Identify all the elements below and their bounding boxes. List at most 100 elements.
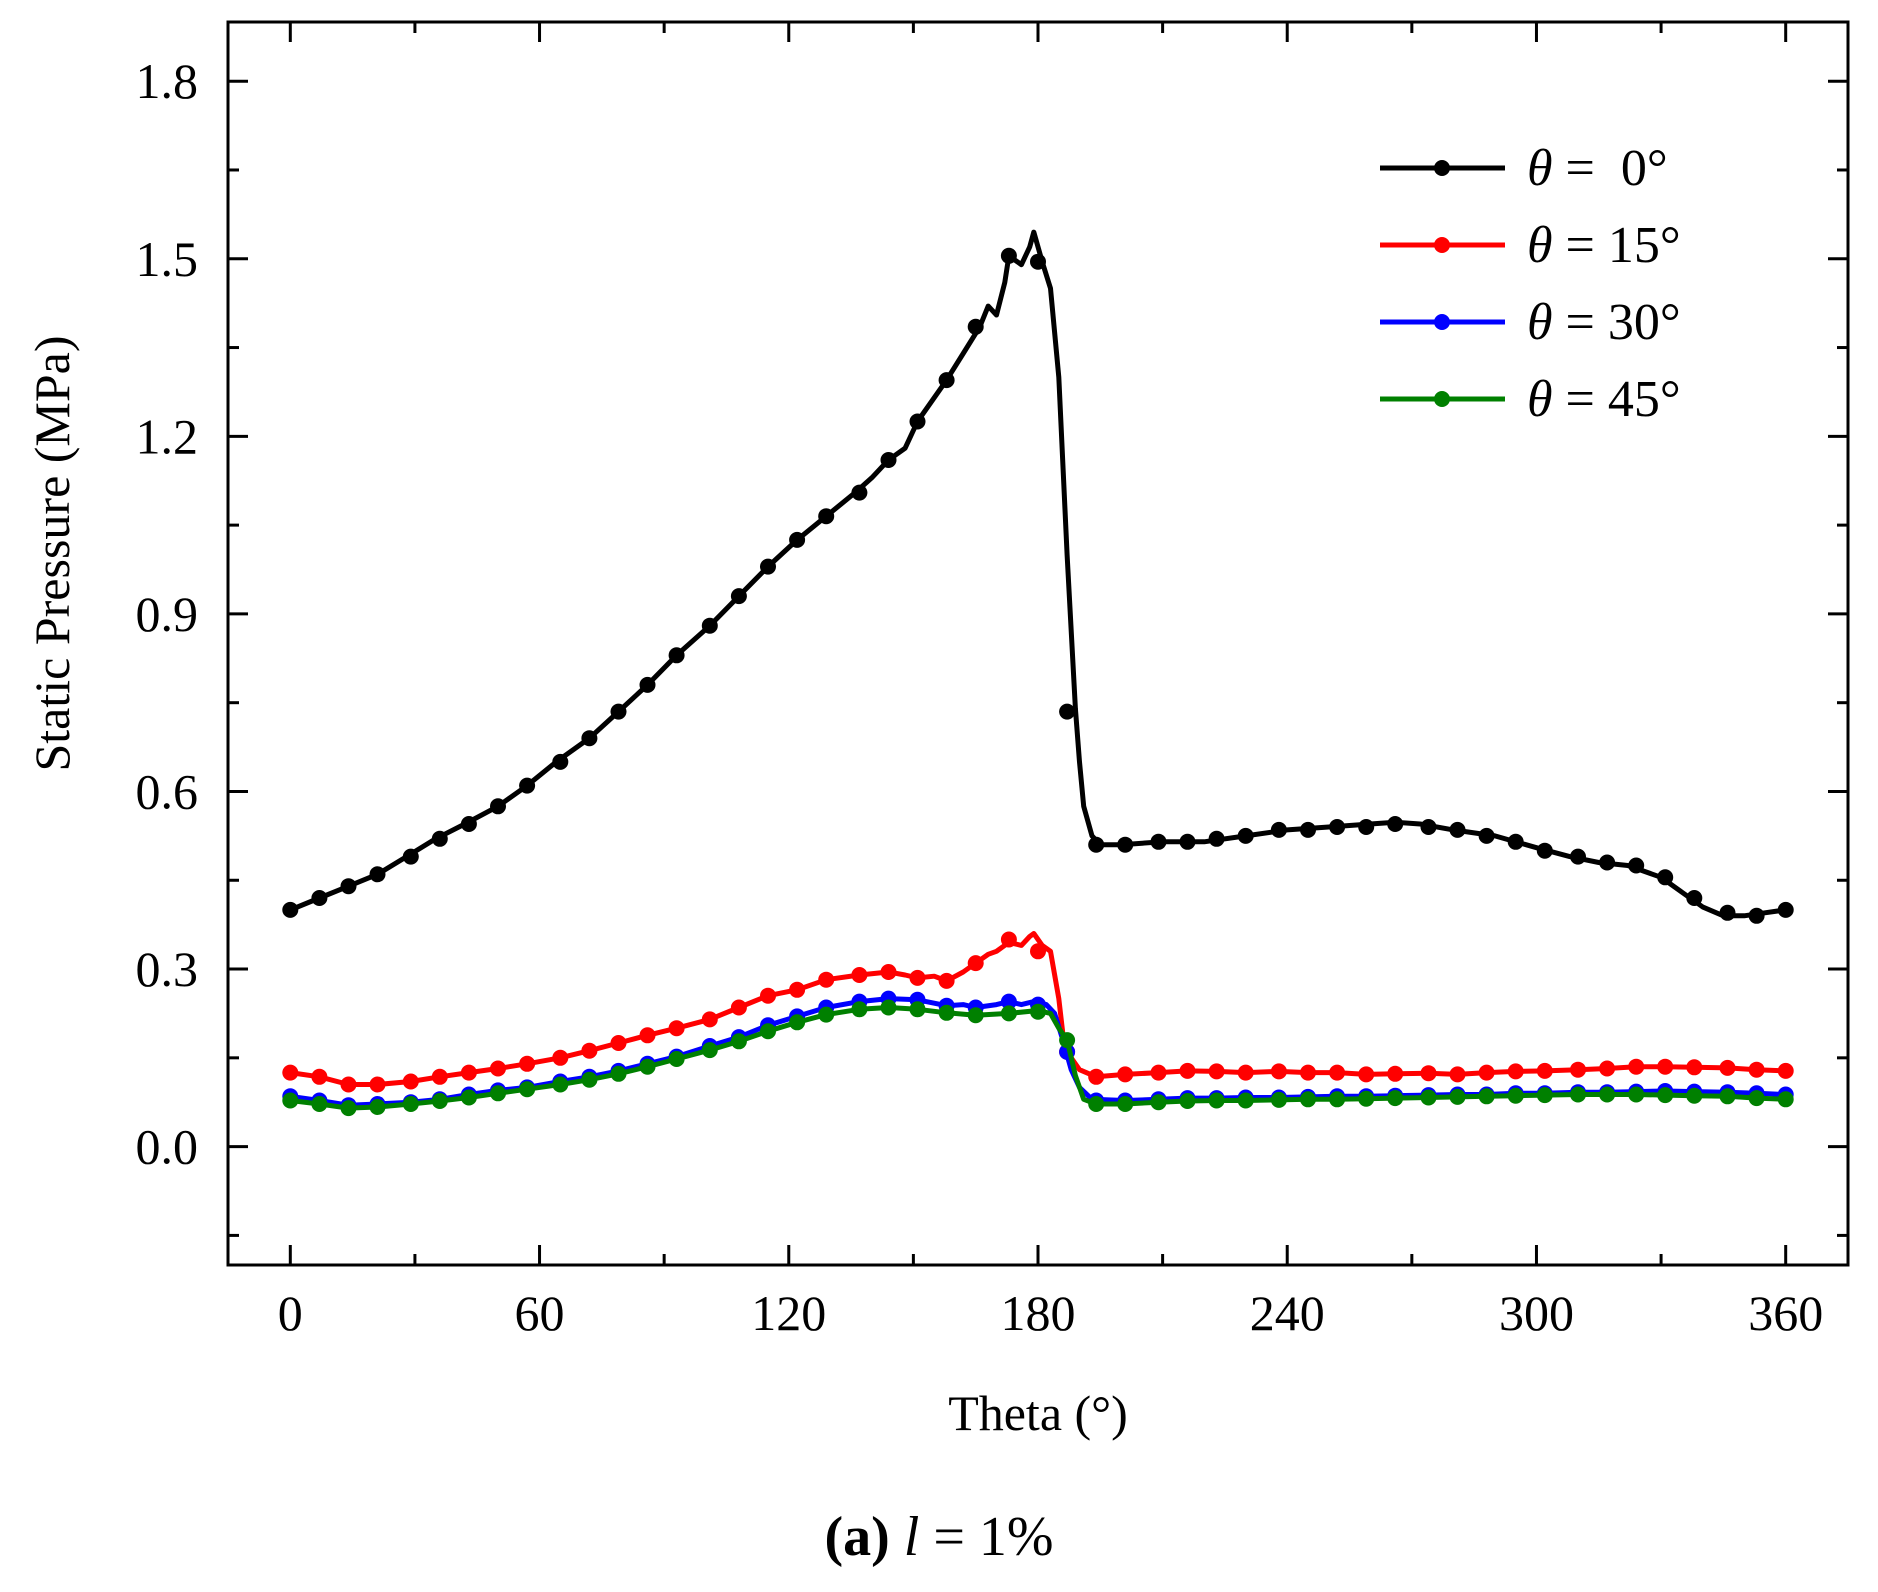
data-point: [1478, 1064, 1495, 1081]
data-point: [760, 1023, 776, 1040]
y-axis-title: Static Pressure (MPa): [24, 335, 80, 771]
data-point: [1179, 1093, 1196, 1109]
data-point: [431, 1068, 448, 1085]
data-point: [1478, 1088, 1495, 1105]
data-point: [1088, 836, 1105, 853]
legend-label: θ = 15°: [1527, 217, 1681, 274]
x-tick-label: 300: [1499, 1285, 1574, 1341]
data-point: [1179, 1062, 1196, 1079]
x-tick-label: 360: [1748, 1285, 1823, 1341]
data-point: [1449, 821, 1466, 838]
data-point: [460, 816, 477, 832]
data-point: [880, 999, 897, 1016]
data-point: [1179, 833, 1196, 850]
series-line: [289, 931, 1786, 1087]
x-axis-title: Theta (°): [948, 1385, 1128, 1441]
data-point: [1420, 1089, 1437, 1106]
data-point: [818, 971, 835, 988]
y-tick-label: 0.0: [136, 1119, 199, 1175]
data-point: [668, 647, 685, 664]
data-point: [519, 1055, 536, 1072]
data-point: [1000, 993, 1017, 1010]
data-point: [1329, 1064, 1346, 1081]
data-point: [1387, 1090, 1404, 1107]
data-point: [730, 999, 747, 1016]
data-point: [1237, 1064, 1254, 1081]
data-point: [938, 972, 955, 989]
data-point: [1420, 1065, 1437, 1082]
legend: θ = 0°θ = 15°θ = 30°θ = 45°: [1380, 140, 1681, 428]
x-tick-label: 60: [515, 1285, 565, 1341]
data-point: [668, 1051, 685, 1067]
data-point: [1507, 1087, 1524, 1104]
data-point: [1686, 1087, 1703, 1104]
data-point: [1420, 819, 1437, 835]
data-point: [818, 1006, 835, 1023]
data-point: [1599, 1060, 1616, 1077]
data-point: [1088, 1068, 1105, 1085]
y-tick-label: 0.9: [136, 586, 199, 642]
data-point: [1329, 1091, 1346, 1108]
legend-label: θ = 30°: [1527, 294, 1681, 351]
axis-ticks: [228, 22, 1848, 1265]
data-point: [1208, 1092, 1225, 1109]
data-point: [1358, 1066, 1375, 1083]
caption-label: (a): [824, 1506, 890, 1568]
data-point: [1628, 1058, 1645, 1075]
data-point: [311, 1096, 328, 1112]
data-point: [311, 1068, 328, 1085]
legend-symbol: θ: [1527, 140, 1553, 197]
series-layer: [282, 229, 1794, 1117]
data-point: [369, 1076, 386, 1093]
data-point: [460, 1089, 477, 1106]
data-point: [1237, 827, 1254, 844]
series-line: [290, 1005, 1786, 1111]
data-point: [851, 1001, 868, 1018]
data-point: [1000, 247, 1017, 264]
data-point: [1570, 848, 1586, 865]
data-point: [402, 848, 419, 865]
data-point: [1358, 1090, 1375, 1107]
data-point: [1000, 1005, 1017, 1022]
data-point: [610, 703, 627, 720]
data-point: [1117, 836, 1134, 853]
data-point: [1536, 1062, 1553, 1079]
legend-symbol: θ: [1527, 217, 1553, 274]
data-point: [639, 1058, 656, 1075]
data-point: [730, 588, 747, 605]
data-point: [1599, 1086, 1616, 1103]
data-point: [369, 866, 386, 883]
data-point: [1387, 816, 1404, 832]
data-point: [311, 890, 328, 906]
data-point: [1777, 1062, 1794, 1079]
data-point: [1628, 857, 1645, 874]
data-point: [1748, 1061, 1765, 1078]
data-point: [1329, 819, 1346, 835]
data-point: [1000, 931, 1017, 948]
data-point: [282, 1064, 299, 1081]
data-point: [402, 1096, 419, 1112]
data-point: [1719, 1088, 1736, 1105]
data-point: [431, 1093, 448, 1109]
data-point: [490, 1085, 506, 1102]
data-point: [340, 878, 357, 895]
data-point: [668, 1020, 685, 1037]
data-point: [1088, 1096, 1105, 1112]
data-point: [760, 558, 776, 575]
x-tick-label: 0: [278, 1285, 303, 1341]
data-point: [639, 676, 656, 693]
data-point: [340, 1076, 357, 1093]
legend-marker: [1434, 160, 1450, 176]
legend-marker: [1434, 314, 1450, 330]
y-tick-label: 1.5: [136, 231, 199, 287]
data-point: [1150, 833, 1167, 850]
legend-value: = 15°: [1553, 217, 1681, 274]
data-point: [1059, 1032, 1076, 1049]
data-point: [519, 777, 536, 794]
data-point: [1719, 904, 1736, 921]
data-point: [552, 1076, 569, 1093]
data-point: [1270, 821, 1287, 838]
data-point: [1657, 1087, 1674, 1104]
data-point: [1599, 854, 1616, 871]
